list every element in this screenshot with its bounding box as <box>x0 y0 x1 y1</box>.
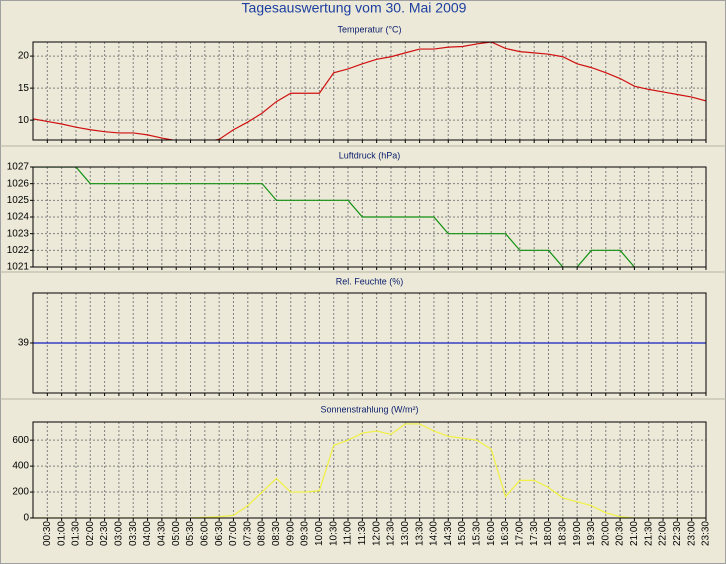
x-tick-label: 09:30 <box>300 521 311 546</box>
panel-title: Rel. Feuchte (%) <box>336 276 404 286</box>
y-tick-label: 1024 <box>7 212 30 223</box>
y-tick-label: 1025 <box>7 195 30 206</box>
y-tick-label: 1022 <box>7 245 30 256</box>
x-tick-label: 17:00 <box>514 521 525 546</box>
x-tick-label: 02:30 <box>99 521 110 546</box>
x-tick-label: 06:00 <box>199 521 210 546</box>
y-tick-label: 10 <box>18 115 30 126</box>
x-tick-label: 14:00 <box>429 521 440 546</box>
panel-title: Luftdruck (hPa) <box>339 150 401 160</box>
x-tick-label: 13:30 <box>414 521 425 546</box>
x-tick-label: 12:30 <box>386 521 397 546</box>
x-tick-label: 10:00 <box>314 521 325 546</box>
x-tick-label: 11:30 <box>357 521 368 546</box>
x-tick-label: 14:30 <box>443 521 454 546</box>
x-tick-label: 05:00 <box>171 521 182 546</box>
x-tick-label: 00:30 <box>42 521 53 546</box>
page-title: Tagesauswertung vom 30. Mai 2009 <box>242 0 467 16</box>
plot-frame <box>32 292 707 394</box>
x-tick-label: 07:30 <box>242 521 253 546</box>
x-tick-label: 22:30 <box>672 521 683 546</box>
x-tick-label: 20:30 <box>615 521 626 546</box>
plot-frame <box>32 41 707 141</box>
y-tick-label: 15 <box>18 83 30 94</box>
panel-title: Sonnenstrahlung (W/m²) <box>320 404 418 414</box>
x-tick-label: 15:00 <box>457 521 468 546</box>
data-line <box>33 42 706 140</box>
y-tick-label: 200 <box>12 487 29 498</box>
x-tick-label: 08:00 <box>257 521 268 546</box>
x-tick-label: 12:00 <box>371 521 382 546</box>
x-tick-label: 18:00 <box>543 521 554 546</box>
x-tick-label: 21:30 <box>643 521 654 546</box>
panel-title: Temperatur (°C) <box>337 24 401 34</box>
x-tick-label: 03:00 <box>114 521 125 546</box>
plot-frame <box>32 421 707 519</box>
y-tick-label: 0 <box>23 513 29 524</box>
x-tick-label: 04:00 <box>142 521 153 546</box>
x-tick-label: 10:30 <box>328 521 339 546</box>
x-tick-label: 11:00 <box>343 521 354 546</box>
x-tick-label: 17:30 <box>529 521 540 546</box>
x-tick-label: 15:30 <box>472 521 483 546</box>
y-tick-label: 1027 <box>7 162 30 173</box>
x-tick-label: 09:00 <box>285 521 296 546</box>
x-tick-label: 23:30 <box>701 521 712 546</box>
x-tick-label: 22:00 <box>658 521 669 546</box>
data-line <box>33 167 636 267</box>
x-tick-label: 04:30 <box>157 521 168 546</box>
y-tick-label: 20 <box>18 51 30 62</box>
x-tick-label: 01:00 <box>56 521 67 546</box>
y-tick-label: 600 <box>12 435 29 446</box>
x-tick-label: 20:00 <box>600 521 611 546</box>
x-tick-label: 06:30 <box>214 521 225 546</box>
x-tick-label: 05:30 <box>185 521 196 546</box>
plot-frame <box>32 166 707 268</box>
y-tick-label: 1023 <box>7 228 30 239</box>
x-tick-label: 02:00 <box>85 521 96 546</box>
x-tick-label: 18:30 <box>557 521 568 546</box>
x-tick-label: 01:30 <box>71 521 82 546</box>
x-tick-label: 07:00 <box>228 521 239 546</box>
y-tick-label: 400 <box>12 461 29 472</box>
y-tick-label: 1026 <box>7 178 30 189</box>
x-tick-label: 08:30 <box>271 521 282 546</box>
x-tick-label: 19:30 <box>586 521 597 546</box>
x-tick-label: 03:30 <box>128 521 139 546</box>
y-tick-label: 1021 <box>7 262 30 273</box>
x-tick-label: 23:00 <box>686 521 697 546</box>
x-tick-label: 16:00 <box>486 521 497 546</box>
x-tick-label: 13:00 <box>400 521 411 546</box>
data-line <box>33 423 706 518</box>
x-tick-label: 21:00 <box>629 521 640 546</box>
x-tick-label: 19:00 <box>572 521 583 546</box>
x-tick-label: 16:30 <box>500 521 511 546</box>
y-tick-label: 39 <box>18 338 30 349</box>
